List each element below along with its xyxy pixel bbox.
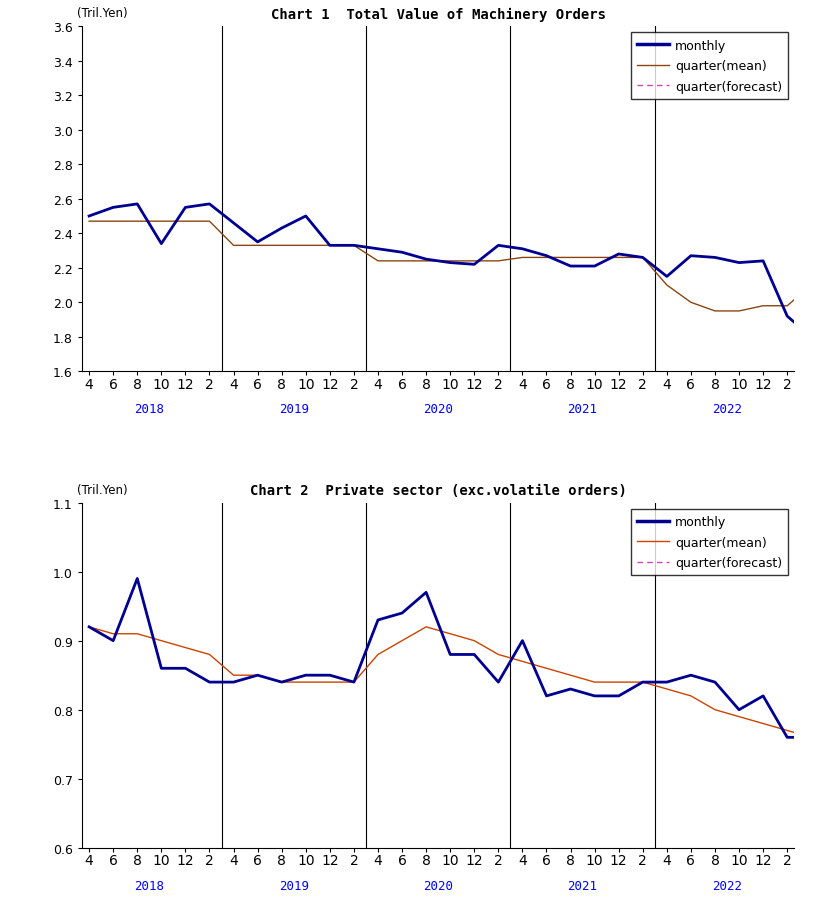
Text: 2018: 2018	[134, 403, 165, 416]
Text: (Tril.Yen): (Tril.Yen)	[77, 7, 128, 20]
Text: 2021: 2021	[568, 403, 598, 416]
Title: Chart 2  Private sector (exc.volatile orders): Chart 2 Private sector (exc.volatile ord…	[250, 483, 627, 498]
Legend: monthly, quarter(mean), quarter(forecast): monthly, quarter(mean), quarter(forecast…	[631, 33, 788, 100]
Text: 2022: 2022	[712, 403, 742, 416]
Legend: monthly, quarter(mean), quarter(forecast): monthly, quarter(mean), quarter(forecast…	[631, 510, 788, 575]
Title: Chart 1  Total Value of Machinery Orders: Chart 1 Total Value of Machinery Orders	[270, 7, 606, 22]
Text: 2022: 2022	[712, 879, 742, 892]
Text: 2020: 2020	[423, 879, 453, 892]
Text: (Tril.Yen): (Tril.Yen)	[77, 483, 128, 496]
Text: 2018: 2018	[134, 879, 165, 892]
Text: 2019: 2019	[278, 403, 309, 416]
Text: 2019: 2019	[278, 879, 309, 892]
Text: 2020: 2020	[423, 403, 453, 416]
Text: 2021: 2021	[568, 879, 598, 892]
